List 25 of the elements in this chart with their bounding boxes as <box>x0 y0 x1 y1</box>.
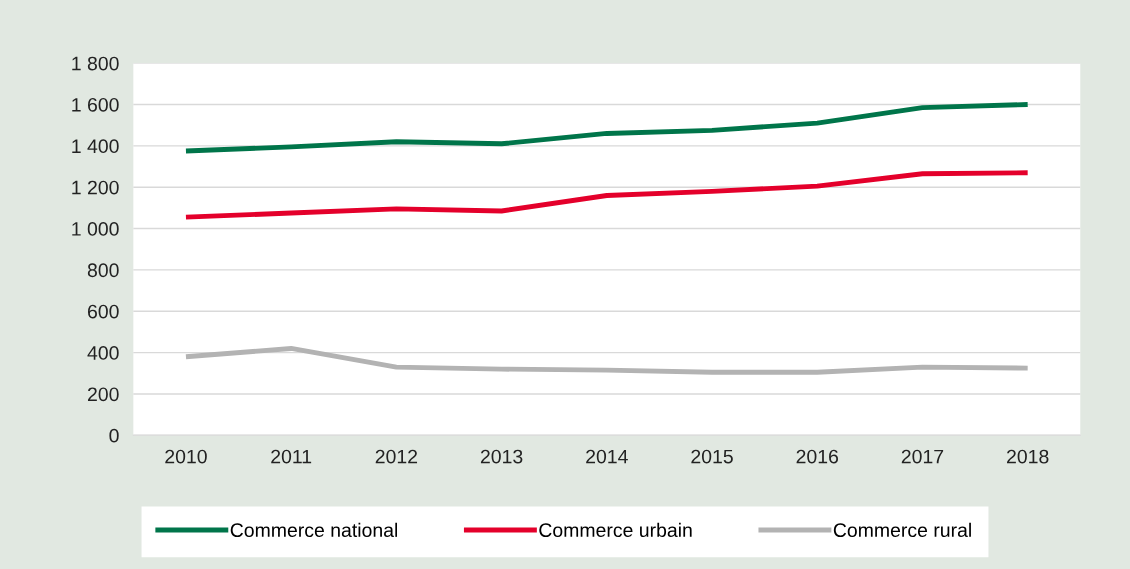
y-tick-label: 0 <box>109 428 119 443</box>
y-tick-label: 600 <box>88 304 119 319</box>
y-tick-label: 1 400 <box>72 139 119 154</box>
y-tick-label: 1 600 <box>72 97 119 112</box>
legend-label: Commerce urbain <box>539 522 692 538</box>
x-tick-label: 2010 <box>165 449 207 464</box>
x-tick-label: 2017 <box>901 449 944 464</box>
y-tick-label: 400 <box>87 346 119 360</box>
x-tick-label: 2013 <box>480 449 523 464</box>
x-tick-label: 2014 <box>586 449 628 464</box>
legend-label: Commerce rural <box>833 522 971 538</box>
x-tick-label: 2011 <box>271 449 312 464</box>
y-tick-label: 200 <box>87 387 119 402</box>
y-tick-label: 800 <box>87 263 119 278</box>
legend-label: Commerce national <box>230 522 398 538</box>
x-tick-label: 2015 <box>691 449 733 464</box>
x-tick-label: 2016 <box>796 449 839 464</box>
x-tick-label: 2012 <box>375 449 418 464</box>
x-tick-label: 2018 <box>1007 449 1049 464</box>
line-series <box>183 170 1031 220</box>
y-tick-label: 1 800 <box>72 56 119 71</box>
line-series <box>183 346 1031 375</box>
y-tick-label: 1 000 <box>72 222 119 236</box>
y-tick-label: 1 200 <box>72 180 119 195</box>
line-series <box>183 102 1031 154</box>
